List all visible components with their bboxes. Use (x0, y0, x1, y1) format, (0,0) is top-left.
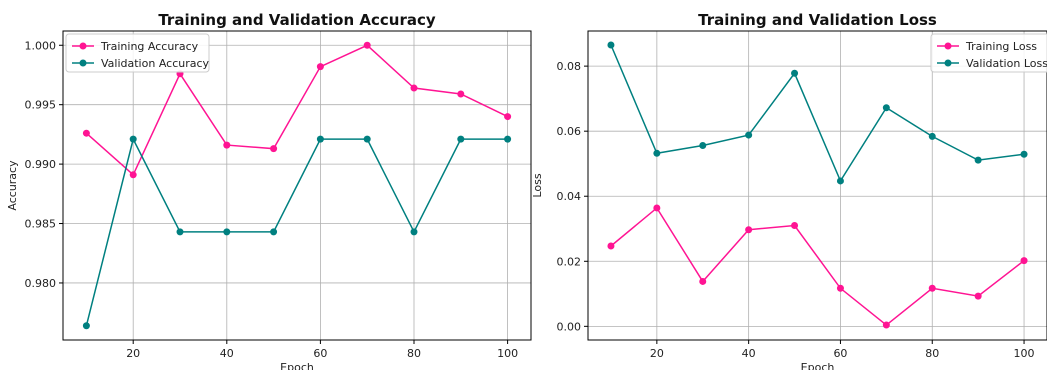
legend: Training Accuracy Validation Accuracy (65, 33, 210, 73)
data-point (457, 135, 465, 143)
data-point (699, 141, 707, 149)
legend-label: Validation Loss (966, 57, 1047, 70)
series-1 (607, 41, 1028, 185)
series-line (610, 44, 1025, 183)
y-tick-label: 0.08 (557, 60, 582, 73)
data-point (129, 171, 137, 179)
x-tick-label: 40 (220, 347, 234, 360)
plot-frame (587, 30, 1047, 341)
y-tick-label: 0.990 (25, 158, 57, 171)
x-tick-label: 20 (650, 347, 664, 360)
grid (63, 31, 531, 340)
data-point (410, 228, 418, 236)
data-point (270, 228, 278, 236)
legend-marker (79, 42, 87, 50)
legend-item: Training Loss (937, 40, 1037, 53)
data-point (82, 129, 90, 137)
data-point (653, 149, 661, 157)
y-axis-label: Loss (531, 173, 544, 197)
y-axis-label: Accuracy (6, 160, 19, 211)
data-point (974, 156, 982, 164)
data-point (791, 69, 799, 77)
y-tick-label: 1.000 (25, 39, 57, 52)
legend-marker (944, 42, 952, 50)
y-tick-label: 0.06 (557, 125, 582, 138)
data-point (745, 226, 753, 234)
data-point (316, 63, 324, 71)
chart-title: Training and Validation Accuracy (158, 11, 436, 29)
plot-frame (62, 30, 532, 341)
data-point (836, 284, 844, 292)
x-tick-label: 60 (313, 347, 327, 360)
legend-marker (79, 59, 87, 67)
data-point (129, 135, 137, 143)
legend-label: Validation Accuracy (101, 57, 210, 70)
legend-box (65, 33, 210, 73)
data-point (607, 242, 615, 250)
x-tick-label: 100 (1014, 347, 1035, 360)
data-point (791, 222, 799, 230)
series-1 (82, 135, 512, 330)
x-tick-label: 80 (925, 347, 939, 360)
series-0 (82, 41, 512, 179)
data-point (1020, 257, 1028, 265)
legend-label: Training Loss (965, 40, 1037, 53)
y-tick-label: 0.980 (25, 277, 57, 290)
chart-title: Training and Validation Loss (698, 11, 937, 29)
x-tick-label: 20 (126, 347, 140, 360)
legend: Training Loss Validation Loss (930, 33, 1047, 73)
series-line (610, 206, 1025, 326)
x-axis-label: Epoch (801, 361, 835, 370)
x-tick-label: 80 (407, 347, 421, 360)
data-point (410, 84, 418, 92)
y-tick-label: 0.00 (557, 320, 582, 333)
legend-box (930, 33, 1047, 73)
data-point (504, 135, 512, 143)
data-point (223, 228, 231, 236)
y-tick-label: 0.04 (557, 190, 582, 203)
y-tick-label: 0.995 (25, 99, 57, 112)
data-point (928, 284, 936, 292)
data-point (82, 322, 90, 330)
legend-label: Training Accuracy (100, 40, 199, 53)
data-point (836, 177, 844, 185)
x-tick-label: 100 (497, 347, 518, 360)
loss-chart: Training and Validation Loss Epoch Loss … (531, 11, 1047, 370)
data-point (653, 204, 661, 212)
y-tick-label: 0.985 (25, 218, 57, 231)
data-point (882, 321, 890, 329)
data-point (176, 228, 184, 236)
x-tick-label: 60 (833, 347, 847, 360)
data-point (316, 135, 324, 143)
data-point (1020, 150, 1028, 158)
data-point (607, 41, 615, 49)
data-point (699, 277, 707, 285)
data-point (363, 41, 371, 49)
legend-item: Validation Loss (937, 57, 1047, 70)
data-point (457, 90, 465, 98)
x-axis-label: Epoch (280, 361, 314, 370)
data-point (363, 135, 371, 143)
legend-item: Validation Accuracy (72, 57, 210, 70)
series-0 (607, 204, 1028, 329)
data-point (745, 131, 753, 139)
y-tick-label: 0.02 (557, 255, 582, 268)
data-point (223, 141, 231, 149)
legend-marker (944, 59, 952, 67)
data-point (270, 145, 278, 153)
data-point (504, 113, 512, 121)
data-point (882, 104, 890, 112)
data-point (928, 132, 936, 140)
series-line (85, 137, 508, 326)
series-line (85, 44, 508, 177)
x-tick-label: 40 (742, 347, 756, 360)
accuracy-chart: Training and Validation Accuracy Epoch A… (6, 11, 532, 370)
data-point (974, 292, 982, 300)
legend-item: Training Accuracy (72, 40, 199, 53)
